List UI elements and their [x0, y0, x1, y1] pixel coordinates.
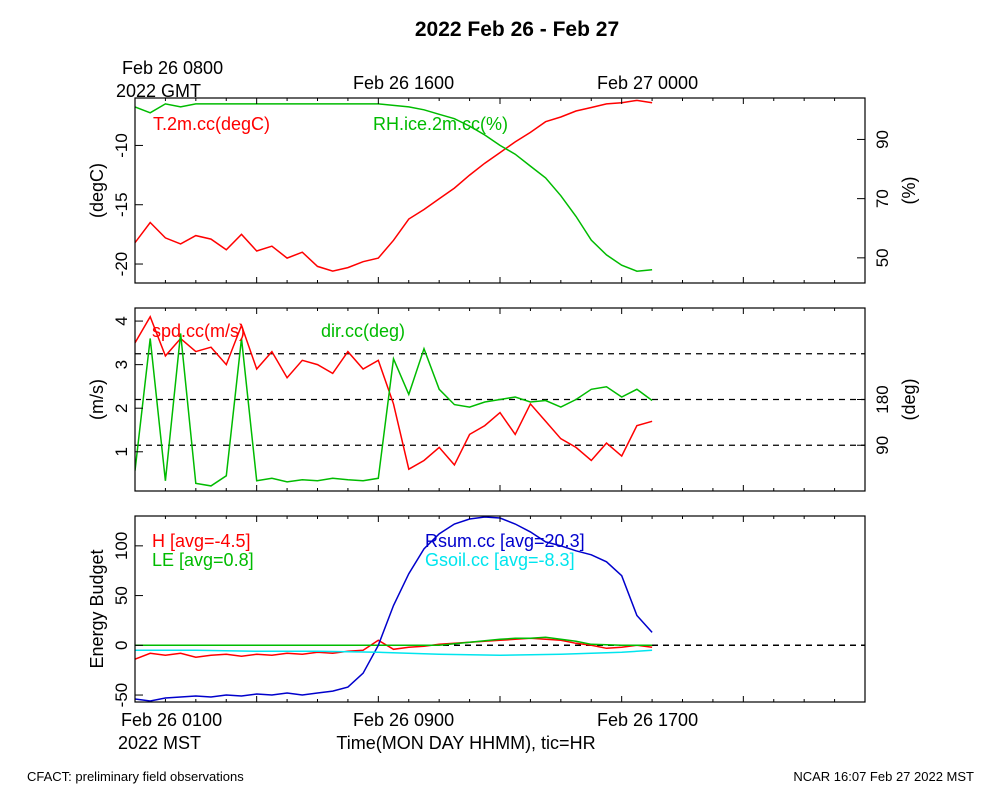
wind-panel: 1 2 3 4 90 180 (m/s) (deg) spd.cc(m/s) dir.cc(deg… — [87, 307, 919, 492]
top-time-labels: Feb 26 0800 2022 GMT Feb 26 1600 Feb 27 … — [116, 58, 698, 101]
left-tick-label: 3 — [112, 360, 131, 369]
left-axis-label: Energy Budget — [87, 549, 107, 668]
top-time-label-0-line1: Feb 26 0800 — [122, 58, 223, 78]
bottom-time-label-1: Feb 26 0900 — [353, 710, 454, 730]
legend-entry-0: spd.cc(m/s) — [152, 321, 245, 341]
bottom-time-label-0-line1: Feb 26 0100 — [121, 710, 222, 730]
footer: CFACT: preliminary field observations NC… — [27, 769, 974, 784]
bottom-time-label-2: Feb 26 1700 — [597, 710, 698, 730]
legend-entry-0: T.2m.cc(degC) — [153, 114, 270, 134]
top-time-label-2: Feb 27 0000 — [597, 73, 698, 93]
right-tick-label: 180 — [873, 385, 892, 413]
legend-entry-3: Gsoil.cc [avg=-8.3] — [425, 550, 575, 570]
legend-entry-1: dir.cc(deg) — [321, 321, 405, 341]
left-tick-label: 50 — [112, 586, 131, 605]
right-tick-label: 70 — [873, 189, 892, 208]
temperature-humidity-panel: -20 -15 -10 50 70 90 (degC) (%) T.2m.cc(degC) RH.… — [87, 97, 919, 284]
bottom-time-label-0-line2: 2022 MST — [118, 733, 201, 753]
right-tick-label: 90 — [873, 130, 892, 149]
chart-title: 2022 Feb 26 - Feb 27 — [415, 18, 619, 41]
left-tick-label: 4 — [112, 316, 131, 325]
x-axis-label: Time(MON DAY HHMM), tic=HR — [336, 733, 595, 753]
right-tick-label: 50 — [873, 248, 892, 267]
series-line-3 — [135, 649, 653, 657]
series-line-2 — [135, 516, 653, 702]
left-tick-label: -50 — [112, 683, 131, 708]
energy-budget-panel: -50 0 50 100 Energy Budget H [avg=-4.5]LE [av… — [87, 515, 866, 708]
right-tick-label: 90 — [873, 436, 892, 455]
footer-right: NCAR 16:07 Feb 27 2022 MST — [793, 769, 974, 784]
legend-entry-2: Rsum.cc [avg=20.3] — [425, 531, 585, 551]
series-line-1 — [135, 103, 653, 272]
left-tick-label: 1 — [112, 447, 131, 456]
series-line-1 — [135, 333, 653, 487]
series-line-1 — [135, 636, 653, 647]
left-tick-label: 0 — [112, 641, 131, 650]
top-time-label-0-line2: 2022 GMT — [116, 81, 201, 101]
legend-entry-0: H [avg=-4.5] — [152, 531, 251, 551]
left-tick-label: -20 — [112, 252, 131, 277]
right-axis-label: (%) — [899, 177, 919, 205]
title-group: 2022 Feb 26 - Feb 27 — [415, 18, 619, 41]
left-tick-label: -15 — [112, 192, 131, 217]
left-axis-label: (m/s) — [87, 379, 107, 420]
left-tick-label: -10 — [112, 133, 131, 158]
right-axis-label: (deg) — [899, 378, 919, 420]
series-line-0 — [135, 637, 653, 660]
left-tick-label: 100 — [112, 532, 131, 560]
left-tick-label: 2 — [112, 403, 131, 412]
legend-entry-1: RH.ice.2m.cc(%) — [373, 114, 508, 134]
legend-entry-1: LE [avg=0.8] — [152, 550, 254, 570]
top-time-label-1: Feb 26 1600 — [353, 73, 454, 93]
series-line-0 — [135, 99, 653, 272]
footer-left: CFACT: preliminary field observations — [27, 769, 244, 784]
left-axis-label: (degC) — [87, 163, 107, 218]
bottom-time-labels: Feb 26 0100 2022 MST Feb 26 0900 Feb 26 … — [118, 710, 698, 753]
series-line-0 — [135, 314, 653, 471]
